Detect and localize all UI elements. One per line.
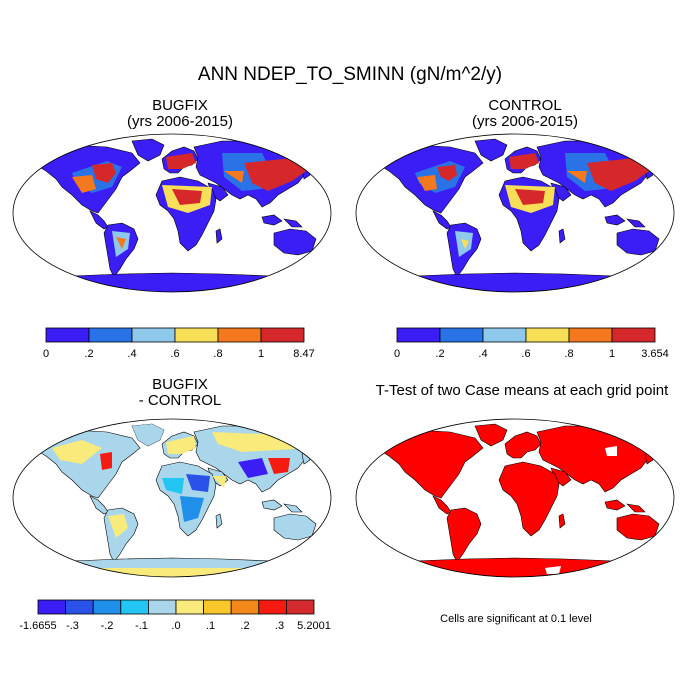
colorbar-box <box>92 599 122 615</box>
colorbar-labels: 0 .2 .4 .6 .8 1 3.654 <box>394 348 669 360</box>
panel-title-line-1: BUGFIX <box>152 97 208 114</box>
panel-title-difference: BUGFIX - CONTROL <box>40 377 320 409</box>
colorbar-tick-label: .4 <box>478 348 487 360</box>
map-control <box>355 133 675 293</box>
panel-title-line-2: - CONTROL <box>138 392 222 409</box>
figure-title: ANN NDEP_TO_SMINN (gN/m^2/y) <box>197 64 503 85</box>
colorbar-labels: 0 .2 .4 .6 .8 1 8.47 <box>43 348 315 360</box>
colorbar-tick-label: -.3 <box>66 620 79 632</box>
significance-note: Cells are significant at 0.1 level <box>440 613 592 625</box>
colorbar-tick-label: .0 <box>171 620 180 632</box>
colorbar-tick-label: 5.2001 <box>297 620 331 632</box>
colorbar-tick-label: .1 <box>206 620 215 632</box>
colorbar-tick-label: .8 <box>564 348 573 360</box>
colorbar-boxes <box>37 599 315 615</box>
colorbar-box <box>611 327 656 343</box>
colorbar-box <box>525 327 570 343</box>
colorbar-tick-label: .8 <box>213 348 222 360</box>
colorbar-tick-label: .2 <box>84 348 93 360</box>
map-ttest <box>355 418 675 578</box>
colorbar-tick-label: -1.6655 <box>19 620 56 632</box>
colorbar-box <box>174 327 219 343</box>
panel-title-line-1: BUGFIX <box>152 376 208 393</box>
colorbar-tick-label: .3 <box>275 620 284 632</box>
panel-title-line-2: (yrs 2006-2015) <box>472 113 578 130</box>
colorbar-box <box>439 327 484 343</box>
colorbar-tick-label: 1 <box>258 348 264 360</box>
colorbar-boxes <box>45 327 305 343</box>
colorbar-box <box>37 599 67 615</box>
colorbar-tick-label: -.2 <box>101 620 114 632</box>
colorbar-control: 0 .2 .4 .6 .8 1 3.654 <box>394 327 669 360</box>
colorbar-tick-label: 0 <box>43 348 49 360</box>
colorbar-difference: -1.6655 -.3 -.2 -.1 .0 .1 .2 .3 5.2001 <box>19 599 331 632</box>
colorbar-box <box>175 599 205 615</box>
colorbar-box <box>65 599 94 615</box>
colorbar-tick-label: -.1 <box>135 620 148 632</box>
colorbar-box <box>230 599 260 615</box>
colorbar-tick-label: .2 <box>240 620 249 632</box>
colorbar-tick-label: 1 <box>609 348 615 360</box>
colorbar-box <box>203 599 232 615</box>
colorbar-tick-label: 3.654 <box>641 348 669 360</box>
colorbar-tick-label: 8.47 <box>293 348 314 360</box>
colorbar-box <box>217 327 262 343</box>
colorbar-box <box>120 599 149 615</box>
colorbar-bugfix: 0 .2 .4 .6 .8 1 8.47 <box>43 327 315 360</box>
panel-title-ttest: T-Test of two Case means at each grid po… <box>352 383 692 399</box>
colorbar-box <box>285 599 315 615</box>
colorbar-tick-label: .6 <box>521 348 530 360</box>
colorbar-box <box>568 327 613 343</box>
panel-title-line-1: CONTROL <box>488 97 562 114</box>
colorbar-box <box>258 599 287 615</box>
panel-title-bugfix: BUGFIX (yrs 2006-2015) <box>40 98 320 130</box>
colorbar-box <box>482 327 527 343</box>
colorbar-boxes <box>396 327 656 343</box>
colorbar-tick-label: 0 <box>394 348 400 360</box>
colorbar-tick-label: .6 <box>170 348 179 360</box>
colorbar-box <box>45 327 90 343</box>
colorbar-box <box>147 599 177 615</box>
colorbar-labels: -1.6655 -.3 -.2 -.1 .0 .1 .2 .3 5.2001 <box>19 620 330 632</box>
colorbar-box <box>88 327 133 343</box>
panel-title-line-1: T-Test of two Case means at each grid po… <box>375 382 669 399</box>
panel-title-control: CONTROL (yrs 2006-2015) <box>385 98 665 130</box>
colorbar-box <box>396 327 441 343</box>
map-difference <box>12 418 332 578</box>
colorbar-box <box>260 327 305 343</box>
panel-title-line-2: (yrs 2006-2015) <box>127 113 233 130</box>
colorbar-tick-label: .2 <box>435 348 444 360</box>
map-bugfix <box>12 133 332 293</box>
colorbar-box <box>131 327 176 343</box>
colorbar-tick-label: .4 <box>127 348 136 360</box>
